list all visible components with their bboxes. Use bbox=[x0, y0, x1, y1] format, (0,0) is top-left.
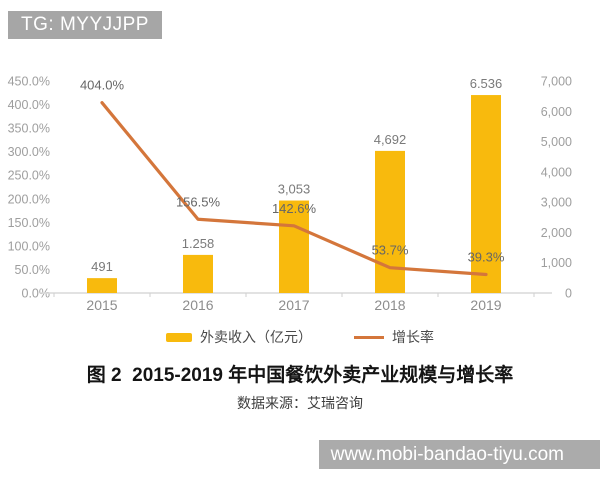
line-value-label-2018: 53.7% bbox=[372, 243, 409, 258]
x-category-label-2019: 2019 bbox=[470, 297, 501, 313]
bar-value-label-2018: 4,692 bbox=[374, 132, 407, 147]
legend-line-label: 增长率 bbox=[392, 329, 434, 345]
bar-2018 bbox=[375, 150, 405, 293]
chart-legend: 外卖收入（亿元） 增长率 bbox=[0, 327, 600, 347]
right-axis-tick: 4,000 bbox=[541, 165, 572, 179]
left-axis-tick: 300.0% bbox=[8, 145, 50, 159]
right-axis-tick: 2,000 bbox=[541, 226, 572, 240]
figure-caption: 图 2 2015-2019 年中国餐饮外卖产业规模与增长率 bbox=[86, 365, 514, 386]
bar-2019 bbox=[471, 95, 501, 293]
x-category-label-2018: 2018 bbox=[374, 297, 405, 313]
right-axis-tick: 7,000 bbox=[541, 75, 572, 89]
combo-chart: 450.0% 400.0% 350.0% 300.0% 250.0% 200.0% 150.… bbox=[8, 75, 572, 314]
left-axis-tick: 200.0% bbox=[8, 192, 50, 206]
bar-2017 bbox=[279, 200, 309, 293]
legend-bar-swatch bbox=[166, 332, 192, 342]
right-axis-tick: 1,000 bbox=[541, 256, 572, 270]
tg-watermark-badge: TG: MYYJJPP bbox=[8, 11, 162, 39]
bar-2015 bbox=[87, 278, 117, 293]
left-axis-tick: 0.0% bbox=[22, 287, 51, 301]
right-axis-tick: 0 bbox=[565, 287, 572, 301]
left-axis-tick: 450.0% bbox=[8, 75, 50, 89]
growth-rate-line bbox=[100, 101, 488, 277]
bar-value-label-2015: 491 bbox=[91, 259, 113, 274]
legend-item-line: 增长率 bbox=[354, 327, 434, 347]
left-axis-tick: 400.0% bbox=[8, 98, 50, 112]
bar-value-label-2019: 6.536 bbox=[470, 76, 503, 91]
right-axis-tick: 5,000 bbox=[541, 135, 572, 149]
legend-item-bar: 外卖收入（亿元） bbox=[166, 327, 312, 347]
chart-area: 450.0% 400.0% 350.0% 300.0% 250.0% 200.0% 150.… bbox=[0, 58, 600, 318]
legend-line-swatch bbox=[354, 335, 384, 339]
x-category-label-2016: 2016 bbox=[182, 297, 213, 313]
right-axis-tick: 3,000 bbox=[541, 196, 572, 210]
line-value-label-2017: 142.6% bbox=[272, 201, 317, 216]
right-axis-tick: 6,000 bbox=[541, 105, 572, 119]
left-axis-tick: 150.0% bbox=[8, 216, 50, 230]
bar-value-label-2016: 1.258 bbox=[182, 236, 215, 251]
line-value-label-2019: 39.3% bbox=[468, 249, 505, 264]
bar-value-label-2017: 3,053 bbox=[278, 182, 311, 197]
x-category-label-2015: 2015 bbox=[86, 297, 117, 313]
bar-2016 bbox=[183, 254, 213, 293]
x-category-label-2017: 2017 bbox=[278, 297, 309, 313]
left-axis-tick: 350.0% bbox=[8, 122, 50, 136]
line-value-label-2015: 404.0% bbox=[80, 78, 125, 93]
left-axis-tick: 100.0% bbox=[8, 239, 50, 253]
left-axis-tick: 250.0% bbox=[8, 169, 50, 183]
site-watermark: www.mobi-bandao-tiyu.com bbox=[318, 440, 600, 469]
legend-bar-label: 外卖收入（亿元） bbox=[200, 329, 312, 345]
data-source-label: 数据来源：艾瑞咨询 bbox=[237, 395, 363, 411]
left-axis-tick: 50.0% bbox=[15, 263, 50, 277]
line-value-label-2016: 156.5% bbox=[176, 194, 221, 209]
